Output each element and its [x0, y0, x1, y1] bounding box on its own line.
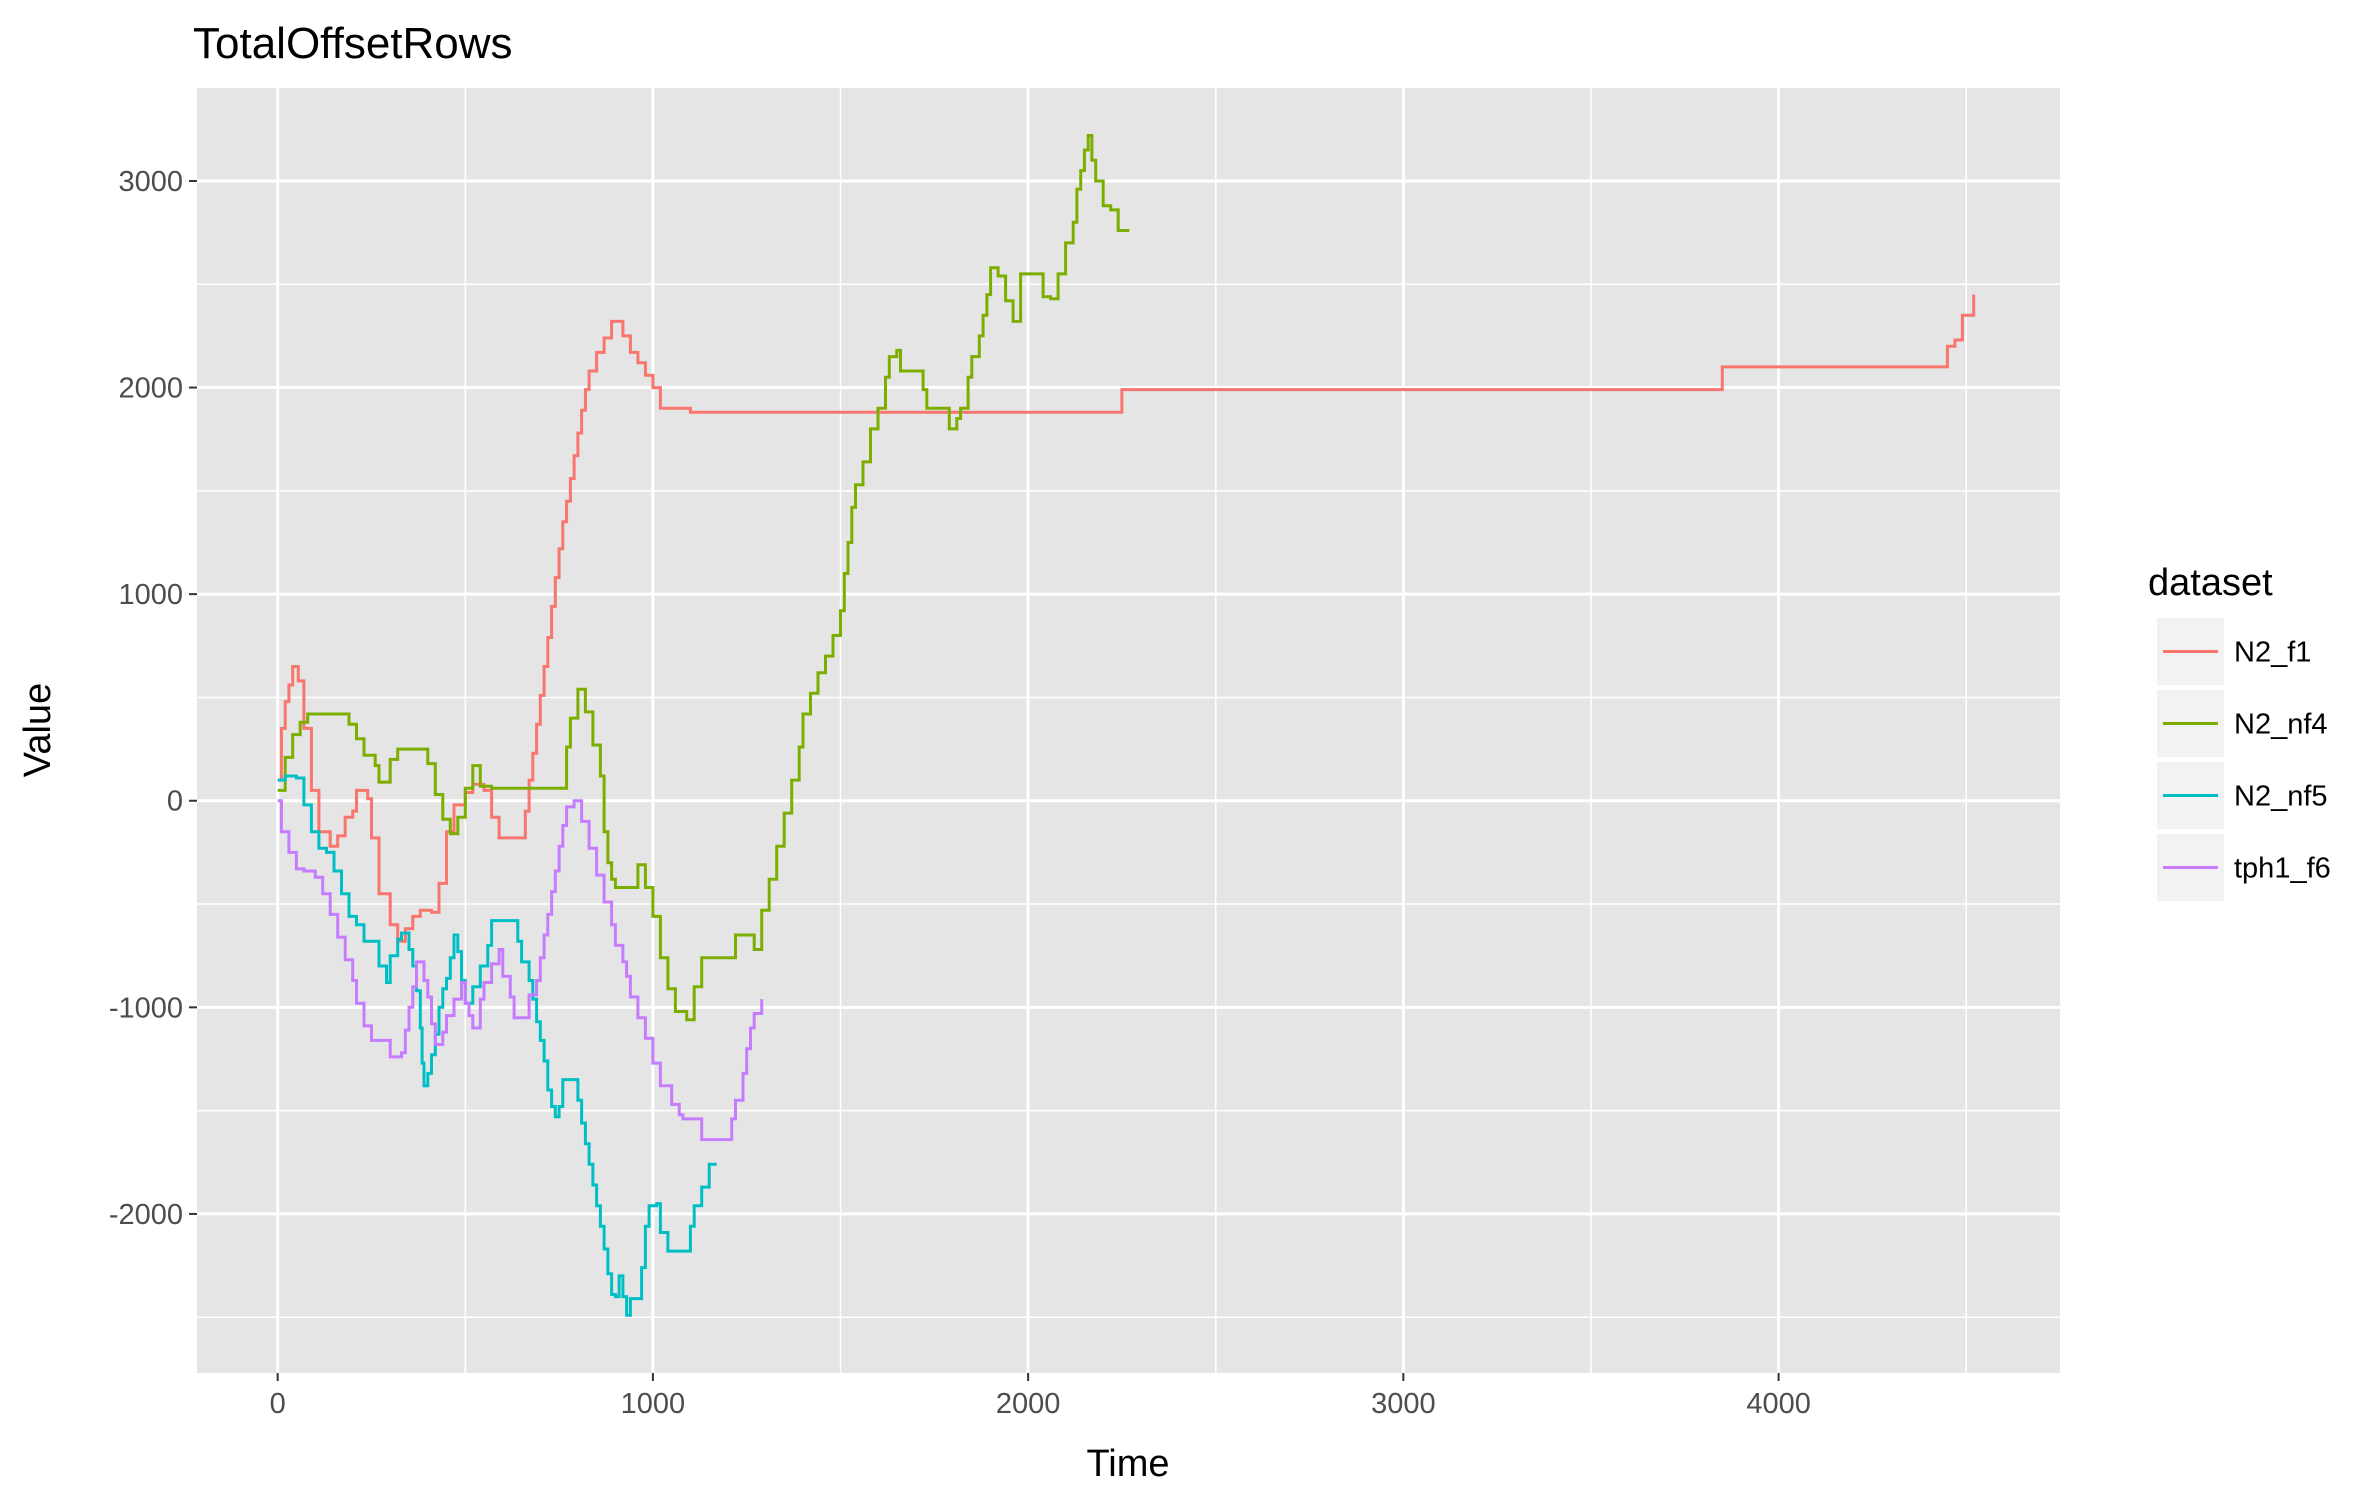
x-axis-title: Time	[1086, 1443, 1169, 1485]
x-tick-label: 0	[270, 1388, 286, 1420]
y-tick-label: 2000	[118, 373, 183, 405]
axis-ticks: 0 1000 2000 3000 4000 -2000 -1000 0 1000 2000 3000	[109, 166, 1811, 1420]
series-line-n2-nf5	[277, 774, 717, 1317]
x-tick-label: 4000	[1746, 1388, 1811, 1420]
plot-panel	[197, 88, 2060, 1373]
x-tick-label: 3000	[1371, 1388, 1436, 1420]
legend-label-n2-nf5: N2_nf5	[2234, 781, 2328, 813]
y-axis-title: Value	[17, 683, 59, 777]
legend-title: dataset	[2148, 562, 2273, 604]
legend-label-n2-nf4: N2_nf4	[2234, 709, 2328, 741]
x-tick-label: 1000	[621, 1388, 686, 1420]
series-line-n2-f1	[277, 294, 1976, 943]
x-tick-label: 2000	[996, 1388, 1061, 1420]
y-tick-label: -1000	[109, 992, 183, 1024]
series-lines	[277, 134, 1976, 1317]
legend-label-n2-f1: N2_f1	[2234, 637, 2311, 669]
y-tick-label: -2000	[109, 1199, 183, 1231]
legend: dataset N2_f1 N2_nf4 N2_nf5 tph1_f6	[2148, 562, 2331, 901]
chart-title: TotalOffsetRows	[193, 19, 513, 68]
y-tick-label: 0	[167, 786, 183, 818]
series-line-tph1-f6	[277, 799, 764, 1142]
y-tick-label: 1000	[118, 579, 183, 611]
legend-label-tph1-f6: tph1_f6	[2234, 853, 2331, 885]
series-line-n2-nf4	[277, 134, 1130, 1022]
y-tick-label: 3000	[118, 166, 183, 198]
grid-lines	[197, 88, 2060, 1373]
